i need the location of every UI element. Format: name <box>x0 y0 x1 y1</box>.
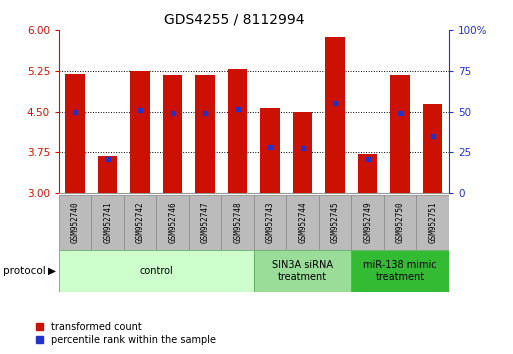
Bar <box>351 250 449 292</box>
Bar <box>156 195 189 250</box>
Text: miR-138 mimic
treatment: miR-138 mimic treatment <box>363 260 437 282</box>
Bar <box>98 156 117 193</box>
Text: GSM952740: GSM952740 <box>71 201 80 243</box>
Bar <box>130 72 150 193</box>
Text: protocol: protocol <box>3 266 45 276</box>
Bar <box>91 195 124 250</box>
Bar <box>254 250 351 292</box>
Bar <box>261 108 280 193</box>
Text: GSM952749: GSM952749 <box>363 201 372 243</box>
Text: GSM952744: GSM952744 <box>298 201 307 243</box>
Bar <box>189 195 222 250</box>
Text: GDS4255 / 8112994: GDS4255 / 8112994 <box>164 12 305 27</box>
Text: GSM952750: GSM952750 <box>396 201 405 243</box>
Text: control: control <box>140 266 173 276</box>
Bar <box>384 195 417 250</box>
Text: GSM952748: GSM952748 <box>233 201 242 243</box>
Bar <box>351 195 384 250</box>
Bar <box>59 250 254 292</box>
Text: GSM952751: GSM952751 <box>428 201 437 243</box>
Bar <box>163 75 183 193</box>
Bar <box>319 195 351 250</box>
Bar <box>286 195 319 250</box>
Bar <box>423 104 442 193</box>
Text: ▶: ▶ <box>48 266 56 276</box>
Text: GSM952747: GSM952747 <box>201 201 210 243</box>
Bar <box>195 75 215 193</box>
Bar <box>325 36 345 193</box>
Text: GSM952745: GSM952745 <box>331 201 340 243</box>
Bar <box>254 195 286 250</box>
Text: GSM952742: GSM952742 <box>136 201 145 243</box>
Bar <box>390 75 410 193</box>
Bar <box>417 195 449 250</box>
Text: SIN3A siRNA
treatment: SIN3A siRNA treatment <box>272 260 333 282</box>
Bar <box>66 74 85 193</box>
Bar <box>358 154 378 193</box>
Bar <box>59 195 91 250</box>
Bar <box>124 195 156 250</box>
Bar <box>228 69 247 193</box>
Bar <box>293 112 312 193</box>
Text: GSM952746: GSM952746 <box>168 201 177 243</box>
Legend: transformed count, percentile rank within the sample: transformed count, percentile rank withi… <box>35 322 216 344</box>
Bar <box>222 195 254 250</box>
Text: GSM952741: GSM952741 <box>103 201 112 243</box>
Text: GSM952743: GSM952743 <box>266 201 274 243</box>
